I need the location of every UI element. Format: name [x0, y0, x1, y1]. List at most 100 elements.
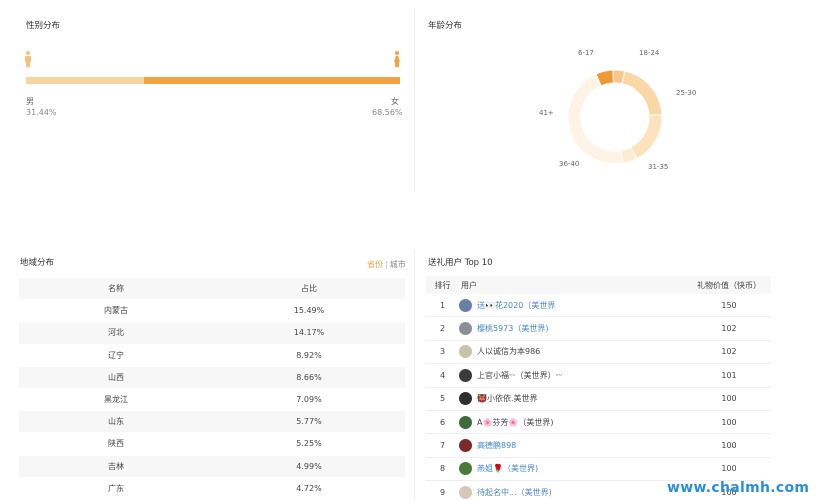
age-label-31-35: 31-35 — [648, 163, 669, 171]
age-label-6-17: 6-17 — [578, 49, 594, 57]
col-user-header: 用户 — [461, 280, 477, 290]
rank-number: 9 — [439, 487, 446, 497]
table-row: 1 送👀花2020（美世界 150 — [426, 294, 771, 318]
table-row: 辽宁 8.92% — [19, 345, 405, 367]
region-name: 山西 — [108, 372, 124, 382]
col-share-header: 占比 — [301, 284, 317, 294]
avatar[interactable] — [459, 345, 472, 359]
region-share: 5.77% — [296, 417, 322, 427]
user-cell: 待起名中...（美世界) — [459, 485, 687, 499]
user-cell: 上官小福ᵕᵕ（美世界）ᵕᵕ — [459, 368, 687, 382]
age-label-18-24: 18-24 — [639, 49, 660, 57]
avatar[interactable] — [459, 298, 472, 312]
gift-value: 101 — [721, 370, 737, 380]
region-name: 广东 — [108, 483, 124, 493]
region-share: 5.25% — [296, 439, 322, 449]
tab-province[interactable]: 省份 — [367, 260, 383, 269]
age-label-36-40: 36-40 — [559, 160, 580, 168]
user-name-link[interactable]: 待起名中...（美世界) — [477, 487, 552, 497]
table-row: 6 A🌸芬芳🌸（美世界) 100 — [426, 411, 771, 435]
col-value-header: 礼物价值（快币） — [697, 280, 761, 290]
region-tabs: 省份 | 城市 — [367, 259, 406, 270]
age-label-41-plus: 41+ — [539, 109, 554, 117]
male-label: 男 — [26, 97, 34, 106]
tab-separator: | — [385, 260, 388, 269]
avatar[interactable] — [459, 415, 472, 429]
region-share: 14.17% — [293, 328, 325, 338]
table-row: 3 人以诚信为本986 102 — [426, 341, 771, 365]
user-name-link[interactable]: A🌸芬芳🌸（美世界) — [477, 417, 554, 427]
gift-value: 100 — [721, 394, 737, 404]
user-name-link[interactable]: 樱桃5973（美世界) — [477, 324, 549, 334]
table-row: 河北 14.17% — [19, 322, 405, 345]
user-name-link[interactable]: 人以诚信为本986 — [477, 347, 541, 357]
table-row: 7 高德鹏898 100 — [426, 434, 771, 458]
region-share: 8.92% — [296, 350, 322, 360]
gift-value: 102 — [721, 347, 737, 357]
age-label-25-30: 25-30 — [676, 89, 697, 97]
age-panel-title: 年龄分布 — [428, 21, 463, 31]
region-share: 15.49% — [293, 306, 325, 316]
user-cell: 樱桃5973（美世界) — [459, 322, 687, 336]
table-row: 8 燕姐🌹（美世界) 100 — [426, 458, 771, 482]
female-icon — [393, 51, 401, 67]
table-row: 5 👹小依依.美世界 100 — [426, 388, 771, 411]
user-cell: 高德鹏898 — [459, 439, 687, 453]
avatar[interactable] — [459, 368, 472, 382]
user-name-link[interactable]: 燕姐🌹（美世界) — [477, 464, 539, 474]
user-name-link[interactable]: 上官小福ᵕᵕ（美世界）ᵕᵕ — [477, 370, 563, 380]
avatar[interactable] — [459, 462, 472, 476]
female-percentage: 68.56% — [372, 108, 403, 117]
donut-slice-31-35[interactable] — [630, 114, 663, 160]
gift-table-header: 排行 用户 礼物价值（快币） — [426, 276, 771, 294]
user-name-link[interactable]: 送👀花2020（美世界 — [477, 300, 556, 310]
male-bar-fill — [26, 77, 144, 84]
gift-value: 100 — [721, 487, 737, 497]
panel-divider-bottom — [414, 250, 415, 500]
rank-number: 2 — [439, 324, 446, 334]
table-row: 陕西 5.25% — [19, 433, 405, 456]
col-rank-header: 排行 — [434, 280, 451, 290]
table-row: 9 待起名中...（美世界) 100 — [426, 481, 771, 500]
avatar[interactable] — [459, 322, 472, 336]
gift-value: 100 — [721, 464, 737, 474]
avatar[interactable] — [459, 439, 472, 453]
female-label: 女 — [391, 97, 399, 106]
site-watermark: www.chalmh.com — [667, 480, 810, 496]
rank-number: 5 — [439, 394, 446, 404]
user-cell: 👹小依依.美世界 — [459, 392, 687, 406]
region-table-header: 名称 占比 — [19, 278, 405, 301]
donut-slice-41+[interactable] — [567, 73, 624, 165]
female-bar-fill — [143, 77, 400, 84]
gift-value: 102 — [721, 324, 737, 334]
region-name: 黑龙江 — [104, 395, 128, 405]
region-share: 8.66% — [296, 372, 322, 382]
region-panel-title: 地域分布 — [20, 258, 55, 268]
user-cell: 送👀花2020（美世界 — [459, 298, 687, 312]
avatar[interactable] — [459, 392, 472, 406]
region-name: 内蒙古 — [104, 306, 128, 316]
table-row: 山西 8.66% — [19, 366, 405, 389]
region-share: 4.99% — [296, 461, 322, 471]
gift-value: 100 — [721, 417, 737, 427]
user-cell: 燕姐🌹（美世界) — [459, 462, 687, 476]
user-name-link[interactable]: 高德鹏898 — [477, 441, 517, 451]
gift-value: 150 — [721, 300, 737, 310]
region-name: 吉林 — [108, 461, 124, 471]
user-cell: 人以诚信为本986 — [459, 345, 687, 359]
rank-number: 8 — [439, 464, 446, 474]
table-row: 黑龙江 7.09% — [19, 389, 405, 412]
rank-number: 3 — [439, 347, 446, 357]
user-name-link[interactable]: 👹小依依.美世界 — [477, 394, 538, 404]
donut-slice-25-30[interactable] — [621, 70, 663, 117]
rank-number: 7 — [439, 441, 446, 451]
col-name-header: 名称 — [108, 284, 124, 294]
tab-city[interactable]: 城市 — [389, 260, 406, 269]
user-cell: A🌸芬芳🌸（美世界) — [459, 415, 687, 429]
region-table: 名称 占比 内蒙古 15.49% 河北 14.17% 辽宁 8.92% 山西 8.66% 黑龙江… — [19, 278, 405, 500]
region-name: 山东 — [108, 417, 124, 427]
gift-panel-title: 送礼用户 Top 10 — [428, 258, 493, 268]
region-share: 4.72% — [296, 483, 322, 493]
table-row: 内蒙古 15.49% — [19, 300, 405, 323]
avatar[interactable] — [459, 485, 472, 499]
